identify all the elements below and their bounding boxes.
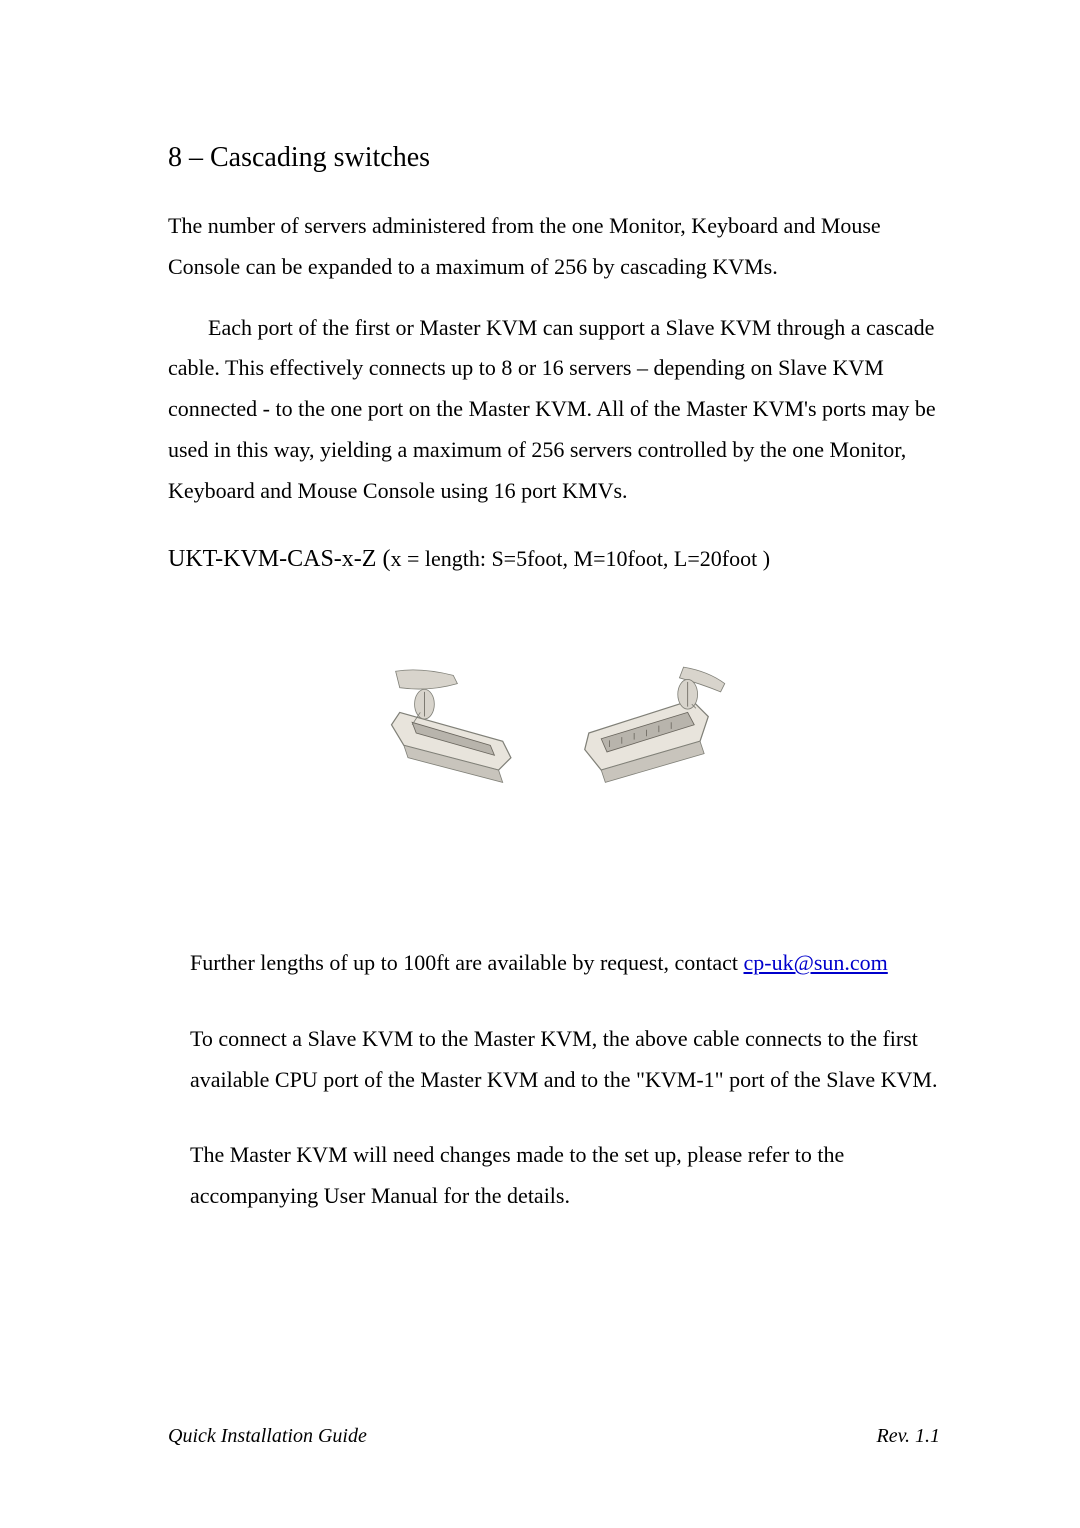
footer-left-text: Quick Installation Guide	[168, 1425, 367, 1448]
paragraph-cascade-detail: Each port of the first or Master KVM can…	[168, 308, 940, 511]
cable-figure	[168, 603, 940, 863]
part-number-code: UKT-KVM-CAS-x-Z (	[168, 546, 390, 572]
paragraph-intro: The number of servers administered from …	[168, 206, 940, 287]
paragraph-master-setup: The Master KVM will need changes made to…	[190, 1135, 940, 1216]
connector-right-icon	[564, 663, 729, 803]
section-heading: 8 – Cascading switches	[168, 140, 940, 176]
contact-email-link[interactable]: cp-uk@sun.com	[744, 950, 888, 975]
lower-text-block: Further lengths of up to 100ft are avail…	[190, 943, 940, 1216]
part-number-desc: x = length: S=5foot, M=10foot, L=20foot …	[390, 546, 770, 571]
paragraph-further-lengths: Further lengths of up to 100ft are avail…	[190, 943, 940, 984]
further-lengths-text: Further lengths of up to 100ft are avail…	[190, 950, 744, 975]
footer-right-text: Rev. 1.1	[877, 1425, 941, 1448]
part-number-line: UKT-KVM-CAS-x-Z (x = length: S=5foot, M=…	[168, 546, 940, 573]
page-footer: Quick Installation Guide Rev. 1.1	[168, 1425, 940, 1448]
paragraph-connect-instructions: To connect a Slave KVM to the Master KVM…	[190, 1019, 940, 1100]
connector-left-icon	[379, 663, 544, 803]
document-page: 8 – Cascading switches The number of ser…	[0, 0, 1080, 1528]
